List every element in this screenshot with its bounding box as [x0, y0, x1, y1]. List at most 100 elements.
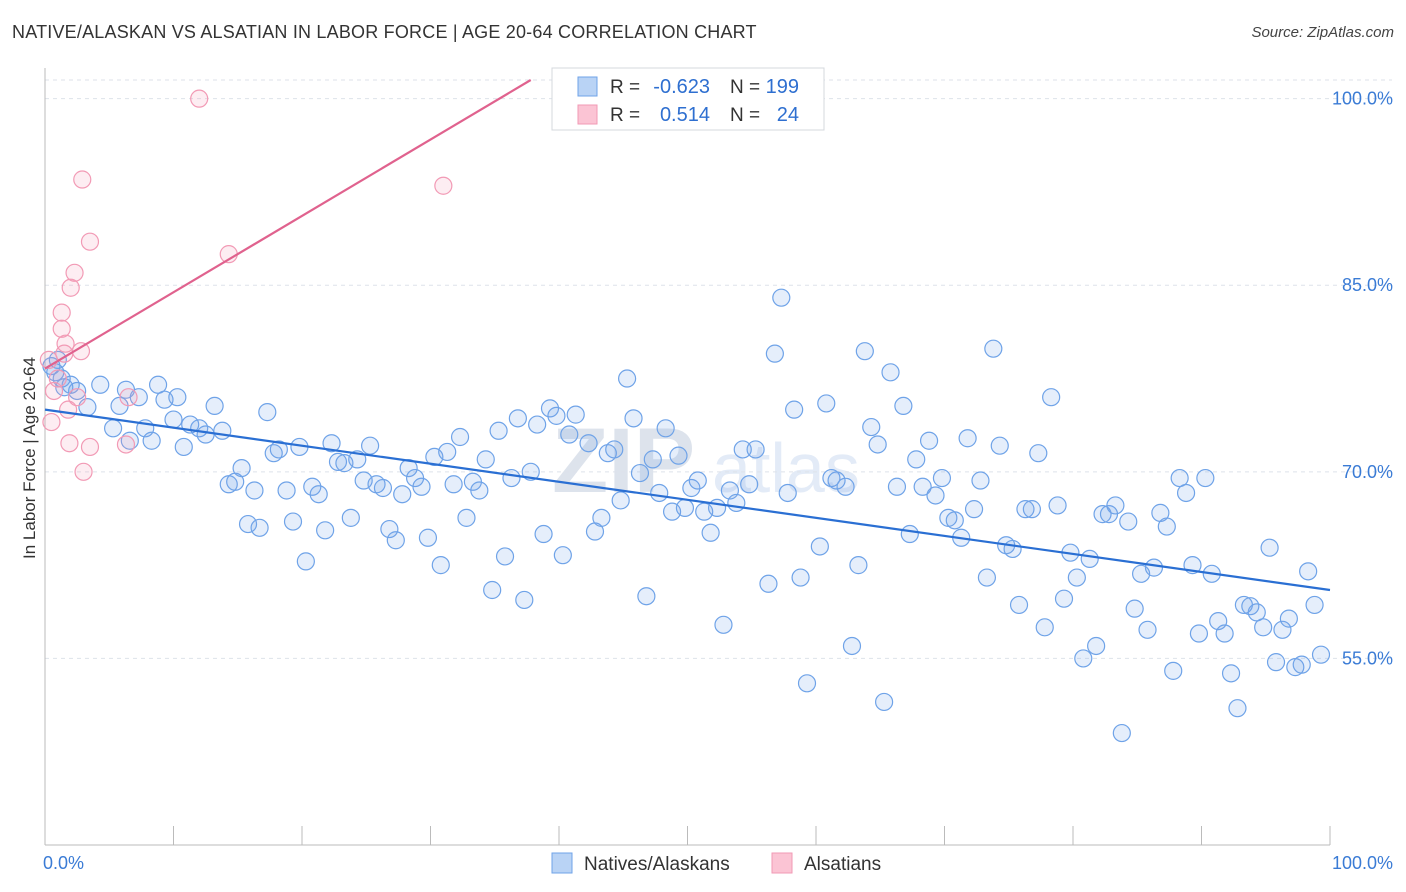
native-point [196, 425, 215, 444]
native-point [765, 344, 784, 363]
native-point [1016, 500, 1035, 519]
legend-label: Alsatians [804, 854, 881, 875]
native-point [438, 442, 457, 462]
native-point [431, 556, 450, 575]
native-point [1080, 549, 1099, 569]
native-point [926, 486, 945, 505]
native-point [489, 421, 508, 440]
alsatian-point [68, 388, 87, 407]
native-point [1164, 661, 1183, 680]
native-point [1003, 539, 1022, 559]
legend-n-value: 199 [766, 76, 799, 98]
native-point [682, 478, 701, 498]
native-point [964, 500, 984, 519]
native-point [984, 339, 1003, 358]
native-point [250, 518, 269, 537]
native-point [1228, 699, 1247, 718]
native-point [1022, 500, 1041, 519]
native-point [238, 514, 258, 534]
native-point [418, 528, 438, 547]
native-point [827, 471, 846, 490]
native-point [740, 475, 759, 494]
alsatian-point [73, 170, 92, 189]
native-point [1093, 505, 1112, 524]
native-point [1260, 538, 1279, 557]
native-point [232, 458, 251, 478]
native-point [701, 523, 720, 542]
legend-swatch [771, 852, 793, 874]
native-point [1196, 468, 1215, 488]
source-label: Source: ZipAtlas.com [1251, 24, 1394, 41]
native-point [1054, 589, 1074, 608]
alsatian-point [61, 278, 80, 297]
native-point [913, 477, 932, 496]
native-point [688, 471, 707, 490]
legend-n-label: N = [730, 77, 760, 98]
native-point [213, 421, 232, 440]
native-point [810, 537, 829, 556]
native-point [669, 446, 688, 465]
native-point [1138, 620, 1157, 639]
native-point [205, 396, 224, 416]
native-point [875, 692, 894, 712]
native-point [393, 485, 412, 504]
native-point [592, 508, 611, 527]
alsatian-point [74, 462, 93, 481]
native-point [373, 478, 393, 498]
native-point [1176, 483, 1196, 503]
native-point [168, 388, 187, 407]
native-point [643, 450, 662, 469]
legend-stats: R = -0.623 N = 199 R = 0.514 N = 24 [551, 67, 825, 131]
native-point [714, 615, 733, 634]
native-point [245, 481, 264, 500]
alsatian-point [60, 434, 79, 453]
native-point [759, 574, 778, 593]
native-point [540, 399, 560, 418]
alsatian-point [80, 232, 100, 251]
native-point [958, 429, 977, 448]
y-tick-label: 55.0% [1342, 648, 1393, 668]
native-point [932, 468, 952, 488]
native-point [521, 462, 540, 481]
native-point [277, 481, 296, 500]
legend-swatch [551, 852, 573, 874]
native-point [483, 580, 502, 600]
native-point [341, 508, 360, 527]
native-point [797, 674, 817, 693]
alsatian-point [48, 369, 67, 388]
native-point [881, 363, 900, 382]
native-point [855, 342, 874, 361]
trend-lines [44, 79, 1331, 592]
native-point [618, 369, 637, 388]
native-point [1035, 618, 1054, 637]
native-point [1112, 723, 1131, 743]
native-point [68, 381, 87, 401]
native-point [772, 288, 791, 307]
native-point [1042, 388, 1061, 407]
native-point [836, 477, 855, 496]
y-tick-label: 70.0% [1342, 462, 1393, 482]
native-point [900, 524, 919, 544]
native-point [1106, 496, 1125, 515]
native-point [907, 450, 926, 469]
native-point [1144, 558, 1164, 577]
native-point [624, 409, 643, 428]
native-point [316, 521, 335, 540]
watermark: ZIP atlas [552, 410, 860, 512]
legend-r-label: R = [610, 77, 640, 98]
native-point [328, 452, 348, 471]
native-point [785, 400, 804, 419]
y-tick-label: 100.0% [1332, 89, 1393, 109]
native-point [444, 475, 463, 494]
native-point [650, 483, 669, 503]
native-point [707, 498, 727, 518]
native-point [174, 437, 193, 457]
native-point [142, 431, 161, 450]
native-point [566, 405, 585, 424]
native-point [303, 477, 322, 496]
native-point [605, 440, 624, 459]
native-point [258, 403, 277, 422]
native-point [1311, 645, 1331, 664]
native-point [269, 440, 288, 459]
